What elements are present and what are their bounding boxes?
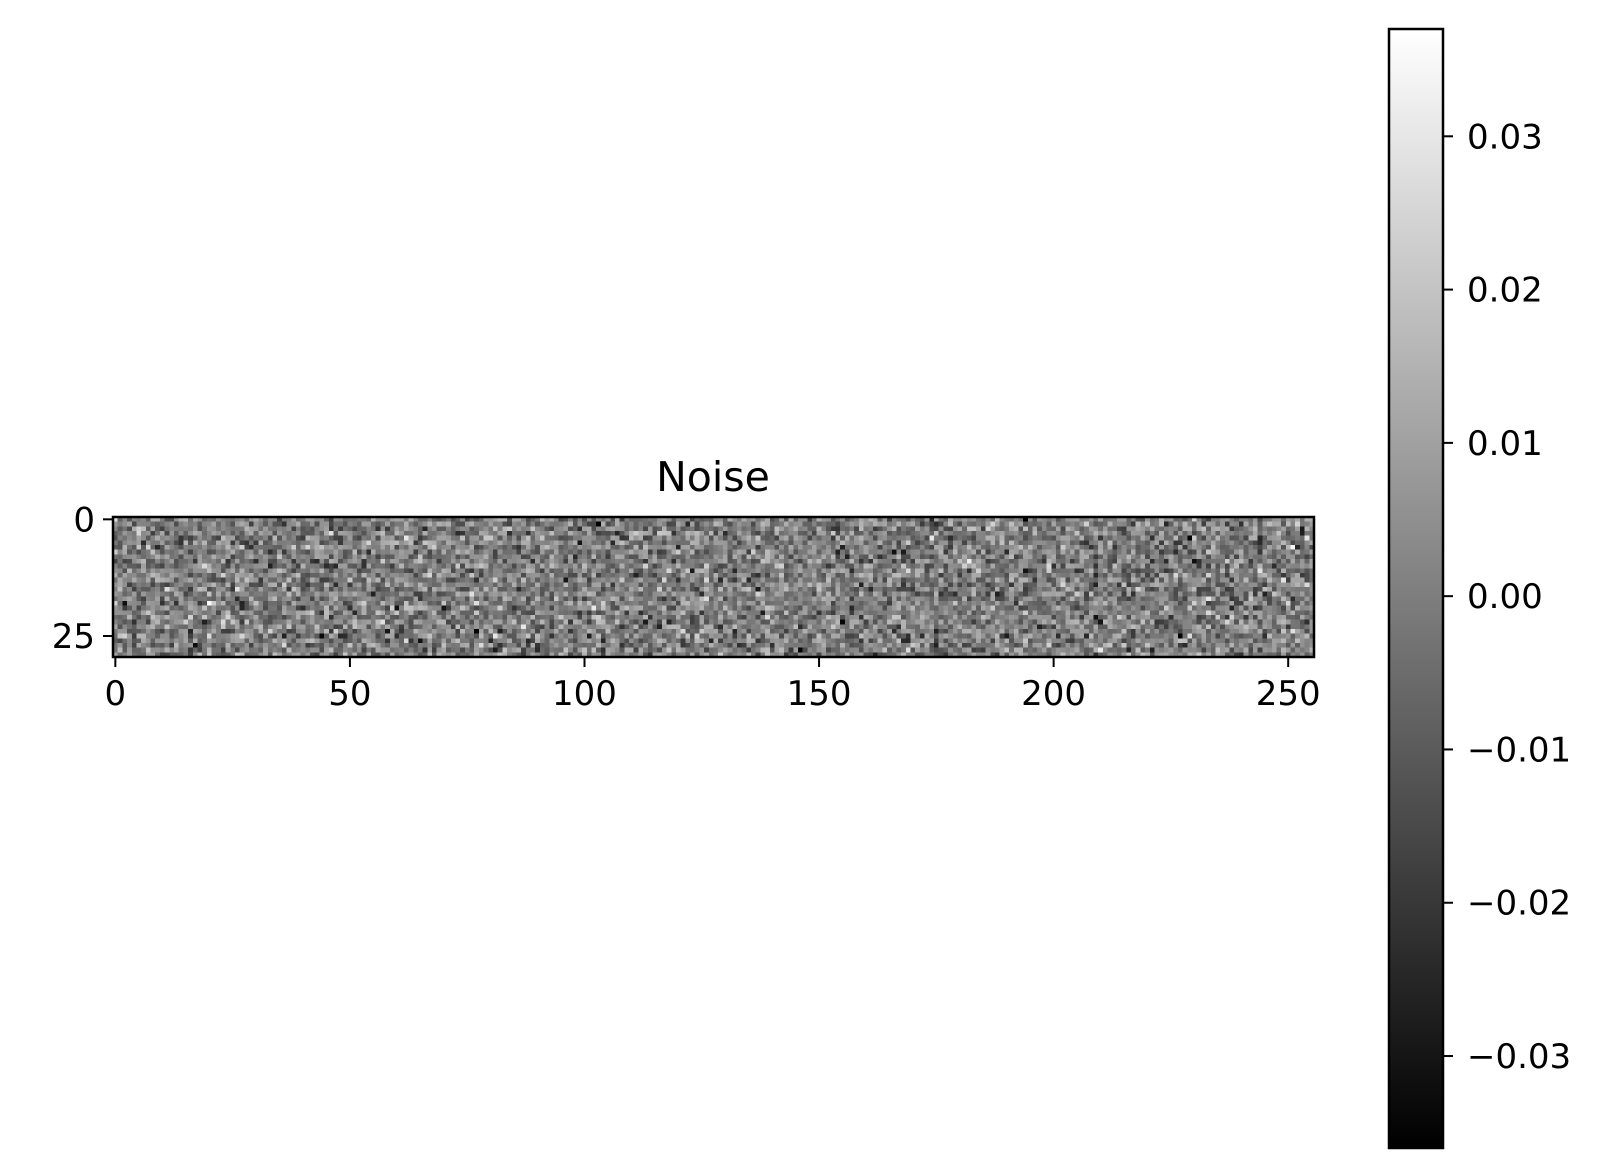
chart-title: Noise (656, 453, 770, 501)
colorbar-tick-label: 0.02 (1467, 271, 1543, 311)
x-tick-label: 200 (1021, 674, 1086, 714)
heatmap-frame (111, 515, 1316, 659)
colorbar-tick-label: −0.02 (1467, 884, 1571, 924)
x-tick-label: 50 (328, 674, 371, 714)
x-tick-label: 100 (552, 674, 617, 714)
colorbar (1389, 29, 1443, 1148)
colorbar-axis: 0.03 0.02 0.01 0.00 −0.01 −0.02 −0.03 (1443, 117, 1571, 1077)
y-tick-label: 0 (73, 500, 95, 540)
y-axis: 0 25 (52, 500, 113, 657)
y-tick-label: 25 (52, 617, 95, 657)
x-tick-label: 150 (787, 674, 852, 714)
colorbar-tick-label: 0.03 (1467, 117, 1543, 157)
colorbar-tick-label: 0.01 (1467, 424, 1543, 464)
x-axis: 0 50 100 150 200 250 (105, 657, 1321, 714)
x-tick-label: 250 (1256, 674, 1321, 714)
colorbar-frame (1387, 27, 1445, 1150)
colorbar-tick-label: 0.00 (1467, 577, 1543, 617)
noise-heatmap (113, 517, 1314, 657)
x-tick-label: 0 (105, 674, 127, 714)
colorbar-tick-label: −0.01 (1467, 730, 1571, 770)
colorbar-tick-label: −0.03 (1467, 1037, 1571, 1077)
